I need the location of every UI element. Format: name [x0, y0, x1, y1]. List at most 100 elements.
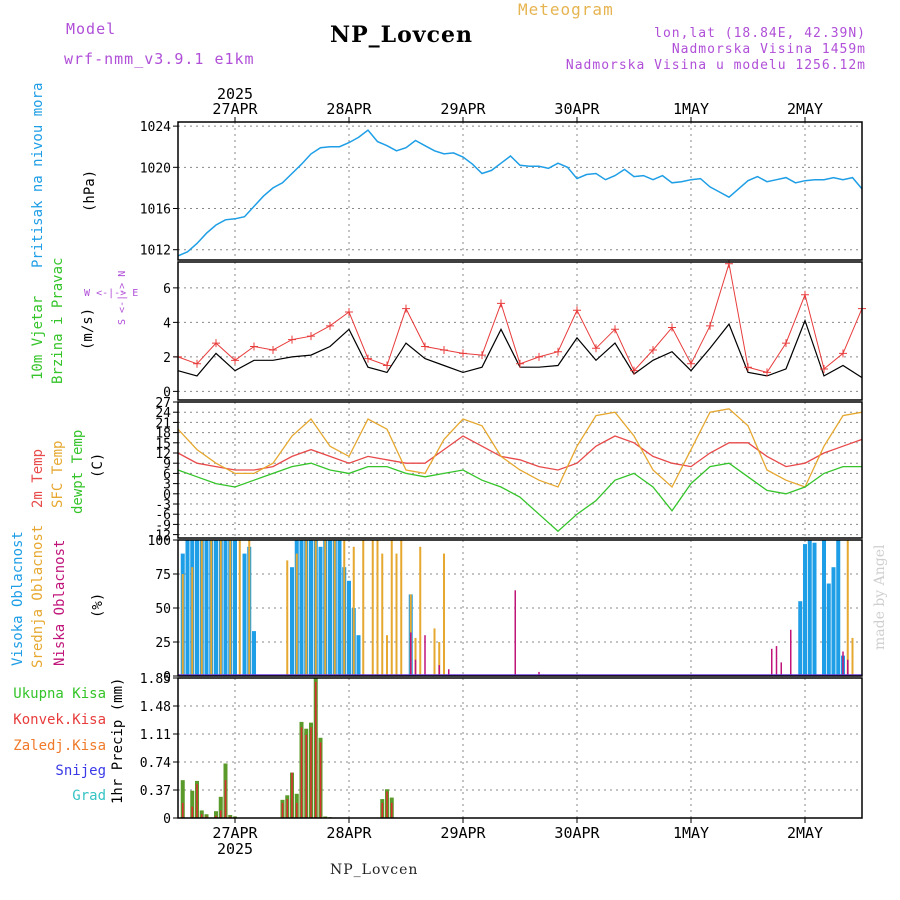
y-tick-label: 25 [155, 636, 171, 651]
low-cloud-bar [771, 648, 773, 676]
total-precip-bar [218, 796, 223, 818]
low-cloud-bar [514, 590, 516, 676]
mid-cloud-bar [851, 637, 854, 676]
low-cloud-bar [414, 659, 417, 676]
wind-gust-marker [706, 321, 714, 330]
high-cloud-bar [309, 540, 313, 676]
high-cloud-bar [242, 553, 247, 676]
y-tick-label: 1020 [140, 161, 171, 176]
x-year-label-top: 2025 [217, 85, 253, 103]
mid-cloud-bar [400, 540, 403, 676]
high-cloud-bar [299, 540, 304, 676]
wind-gust-marker [801, 290, 809, 299]
mid-cloud-bar [314, 540, 317, 676]
mid-cloud-bar [343, 540, 346, 676]
altitude-label: Nadmorska Visina 1459m [671, 42, 866, 57]
pressure-line [177, 129, 863, 257]
convective-precip-bar [295, 802, 298, 818]
x-day-label-top: 2MAY [787, 100, 823, 118]
y-tick-label: 1024 [140, 120, 171, 135]
y-tick-label: 0.74 [140, 756, 171, 771]
mid-cloud-bar [376, 540, 379, 676]
low-cloud-bar [847, 659, 849, 676]
x-day-label-bottom: 28APR [326, 824, 372, 842]
wind-gust-marker [193, 359, 201, 368]
credit-label: made by Angel [872, 544, 888, 651]
mid-cloud-bar [333, 540, 336, 676]
low-cloud-bar [790, 629, 792, 676]
wind-key-w: W [84, 288, 91, 299]
high-cloud-bar [318, 546, 323, 676]
mid-cloud-bar [395, 553, 398, 676]
mid-cloud-bar [286, 560, 289, 676]
wind-key-e: E [132, 288, 139, 299]
convective-precip-bar [390, 802, 393, 818]
panel-frame [177, 677, 863, 819]
wind-gust-marker [497, 299, 505, 308]
temp-2m-line [177, 435, 863, 471]
mid-cloud-bar [238, 540, 241, 676]
y-tick-label: 1.85 [140, 672, 171, 687]
y-tick-label: 1012 [140, 244, 171, 259]
footer-station: NP_Lovcen [330, 862, 419, 878]
high-cloud-bar [185, 540, 190, 676]
y-tick-label: 6 [163, 467, 171, 482]
panel-frame [177, 121, 863, 261]
mid-cloud-bar [181, 574, 184, 676]
high-cloud-bar [826, 583, 831, 676]
mid-cloud-bar [414, 637, 417, 676]
total-precip-bar [180, 780, 185, 818]
y-tick-label: 15 [155, 437, 171, 452]
model-name: wrf-nmm_v3.9.1 e1km [64, 50, 255, 68]
high-cloud-bar [223, 540, 228, 676]
convective-precip-bar [310, 727, 312, 818]
wind-gust-marker [668, 323, 676, 332]
low-cloud-bar [775, 646, 778, 676]
y-tick-label: 0 [163, 670, 171, 685]
convective-precip-bar [229, 816, 232, 818]
y-tick-label: -3 [155, 498, 171, 513]
y-tick-label: 0.37 [140, 784, 171, 799]
y-tick-label: 50 [155, 602, 171, 617]
total-precip-bar [228, 814, 233, 818]
wind-gust-marker [649, 345, 657, 354]
convective-precip-bar [386, 791, 388, 818]
wind-gust-marker [820, 364, 828, 373]
x-day-label-top: 1MAY [673, 100, 709, 118]
wind-gust-marker [402, 304, 410, 313]
high-cloud-bar [328, 540, 332, 676]
convective-precip-bar [286, 799, 289, 818]
wind-gust-marker [782, 339, 790, 348]
wind-speed-line [177, 318, 863, 379]
sfc-temp-line [177, 408, 863, 489]
convective-precip-bar [215, 815, 217, 818]
high-cloud-bar [337, 540, 342, 676]
high-cloud-bar [807, 540, 812, 676]
mid-cloud-bar [248, 540, 251, 676]
wind-gust-marker [459, 349, 467, 358]
chart-kind-label: Meteogram [518, 0, 614, 19]
low-cloud-bar [448, 669, 450, 676]
model-label: Model [66, 20, 117, 38]
wind-gust-marker [421, 342, 429, 351]
wind-gust-marker [535, 352, 543, 361]
convective-precip-bar [200, 814, 203, 818]
convective-precip-bar [181, 802, 184, 818]
y-tick-label: 18 [155, 427, 171, 442]
wind-gust-marker [554, 347, 562, 356]
mid-cloud-bar [295, 553, 298, 676]
high-cloud-bar [812, 542, 817, 676]
legend-convective-rain: Konvek.Kisa [13, 712, 106, 728]
total-precip-bar [204, 814, 209, 818]
high-cloud-bar [347, 580, 351, 676]
y-tick-label: 2 [163, 351, 171, 366]
y-tick-label: 100 [148, 534, 171, 549]
convective-precip-bar [191, 806, 194, 818]
wind-direction-key-ew: W <-|-> E [84, 288, 138, 299]
convective-precip-bar [300, 727, 303, 818]
y-tick-label: 12 [155, 447, 171, 462]
high-cloud-bar [290, 567, 294, 676]
wind-gust-marker [725, 259, 733, 268]
x-day-label-top: 30APR [554, 100, 600, 118]
wind-gust-marker [573, 306, 581, 315]
